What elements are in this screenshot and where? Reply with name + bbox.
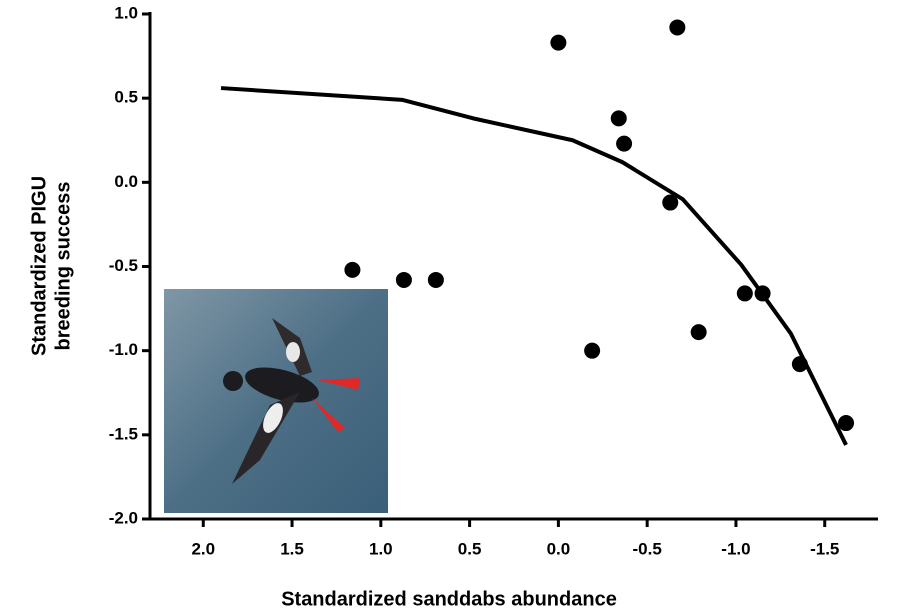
y-tick-label: 0.0: [114, 172, 138, 191]
y-tick-label: 0.5: [114, 88, 138, 107]
data-point: [344, 261, 361, 278]
data-point: [690, 324, 707, 341]
x-tick-label: -1.5: [810, 539, 839, 558]
data-point: [838, 415, 855, 432]
x-tick-label: -1.0: [721, 539, 750, 558]
data-point: [669, 19, 686, 36]
x-tick-label: 2.0: [191, 539, 215, 558]
data-point: [662, 194, 679, 211]
data-point: [610, 110, 627, 127]
x-tick-label: -0.5: [633, 539, 662, 558]
x-tick-label: 1.0: [369, 539, 393, 558]
data-point: [754, 285, 771, 302]
x-tick-label: 0.5: [458, 539, 482, 558]
y-tick-label: 1.0: [114, 3, 138, 22]
data-point: [791, 356, 808, 373]
data-point: [616, 135, 633, 152]
data-point: [584, 342, 601, 359]
bird-photo: [164, 289, 388, 513]
data-point: [736, 285, 753, 302]
y-tick-label: -1.0: [109, 340, 138, 359]
y-tick-label: -2.0: [109, 508, 138, 527]
y-axis-label: breeding success: [52, 182, 74, 351]
fit-curve: [220, 86, 848, 446]
y-tick-label: -1.5: [109, 424, 138, 443]
y-tick-label: -0.5: [109, 256, 138, 275]
x-tick-label: 0.0: [547, 539, 571, 558]
x-axis-label: Standardized sanddabs abundance: [281, 588, 617, 610]
data-point: [395, 271, 412, 288]
data-point: [550, 34, 567, 51]
x-tick-label: 1.5: [280, 539, 304, 558]
y-axis-label: Standardized PIGU: [28, 176, 50, 356]
data-point: [427, 271, 444, 288]
